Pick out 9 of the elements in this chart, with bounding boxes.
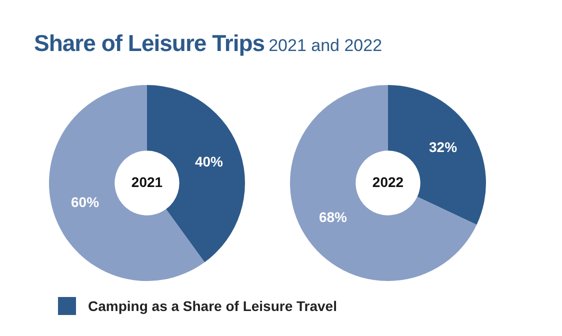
data-label: 32% <box>429 138 458 155</box>
data-label: 68% <box>318 208 348 225</box>
text: 2021 <box>131 174 163 190</box>
text: Share of Leisure Trips <box>34 30 265 56</box>
text: 2021 and 2022 <box>268 36 382 55</box>
data-label: 40% <box>194 154 224 170</box>
text: 2022 <box>372 174 404 190</box>
data-label: 60% <box>71 194 100 210</box>
legend-label: Camping as a Share of Leisure Travel <box>88 298 337 314</box>
